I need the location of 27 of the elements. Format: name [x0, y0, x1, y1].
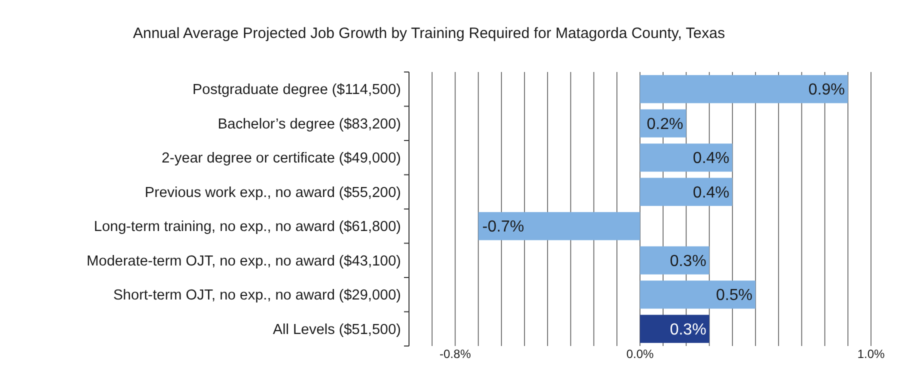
data-label: 0.9% — [808, 82, 845, 99]
y-tick-label: Moderate-term OJT, no exp., no award ($43,100) — [86, 253, 401, 270]
data-label: -0.7% — [482, 218, 524, 236]
data-label: 0.3% — [670, 252, 706, 270]
bar — [640, 178, 732, 206]
y-tick-label: Postgraduate degree ($114,500) — [192, 82, 401, 98]
bar — [640, 280, 756, 309]
y-tick-label: Previous work exp., no award ($55,200) — [144, 184, 401, 201]
data-label: 0.5% — [716, 287, 752, 304]
y-tick-label: 2-year degree or certificate ($49,000) — [162, 150, 401, 167]
bar — [640, 75, 848, 104]
bar — [640, 144, 732, 172]
bar — [640, 314, 710, 343]
y-tick-label: Short-term OJT, no exp., no award ($29,000) — [113, 288, 401, 304]
y-tick-label: Long-term training, no exp., no award ($61,800) — [94, 219, 401, 236]
data-label: 0.4% — [692, 184, 730, 202]
data-label: 0.3% — [670, 321, 706, 338]
data-label: 0.2% — [646, 116, 684, 133]
x-tick-label: 1.0% — [857, 347, 885, 361]
x-tick-label: -0.8% — [440, 347, 472, 361]
chart-title: Annual Average Projected Job Growth by Training Required for Matagorda County, Texas — [132, 25, 726, 42]
y-tick-label: All Levels ($51,500) — [272, 322, 401, 338]
x-tick-label: 0.0% — [626, 347, 654, 361]
bar — [478, 212, 640, 240]
bar — [640, 246, 710, 274]
y-tick-label: Bachelor’s degree ($83,200) — [218, 116, 401, 132]
data-label: 0.4% — [692, 150, 730, 168]
